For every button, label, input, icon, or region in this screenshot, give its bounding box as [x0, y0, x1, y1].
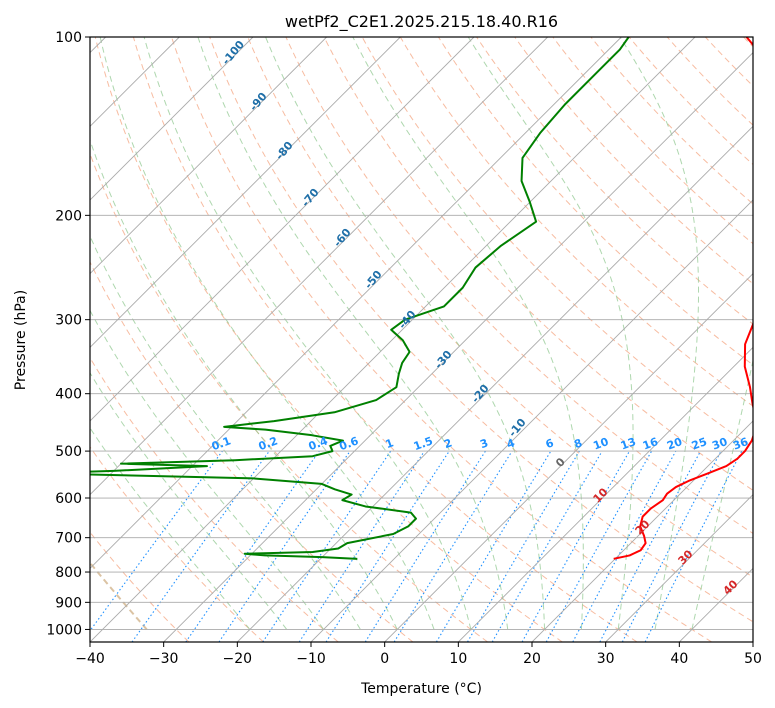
isotherm-line: [90, 37, 401, 348]
moist-adiabat: [197, 37, 509, 630]
x-axis-label: Temperature (°C): [360, 681, 482, 697]
x-tick-label: −40: [75, 651, 105, 667]
mixing-ratio-label: 0.6: [338, 434, 361, 453]
y-tick-label: 1000: [46, 622, 82, 638]
y-tick-label: 400: [55, 387, 82, 403]
mixing-ratio-label: 3: [478, 436, 490, 451]
mixing-ratio-label: 20: [665, 435, 684, 453]
dry-adiabat: [132, 37, 638, 642]
isotherm-line: [458, 346, 753, 642]
x-tick-label: 10: [449, 651, 467, 667]
y-tick-label: 100: [55, 30, 82, 46]
moist-adiabat: [352, 37, 584, 630]
moist-adiabat: [90, 309, 324, 630]
mixing-ratio-label: 1: [384, 436, 396, 451]
dry-adiabat: [323, 37, 753, 491]
dry-adiabat: [399, 37, 753, 407]
moist-adiabat: [90, 427, 251, 630]
mixing-ratio-label: 16: [641, 435, 660, 453]
x-tick-label: 40: [670, 651, 688, 667]
isotherm-line: [90, 37, 622, 569]
dry-adiabat: [476, 37, 753, 325]
mixing-ratio-line: [521, 450, 630, 642]
mixing-ratio-line: [435, 450, 552, 642]
dry-adiabat: [514, 37, 753, 285]
isotherm-line: [237, 125, 753, 642]
moist-adiabat: [619, 37, 700, 630]
mixing-ratio-label: 25: [690, 435, 709, 452]
mixing-ratio-line: [185, 450, 320, 642]
moist-adiabat: [143, 37, 472, 630]
mixing-ratio-label: 8: [572, 436, 584, 451]
mixing-ratio-line: [467, 450, 580, 642]
isotherm-line: [531, 420, 753, 642]
dry-adiabat: [209, 37, 753, 623]
mixing-ratio-label: 10: [591, 435, 610, 453]
moist-adiabat: [265, 37, 546, 630]
moist-adiabat: [90, 371, 288, 630]
isotherm-line: [90, 37, 475, 422]
x-tick-label: −20: [223, 651, 253, 667]
isotherm-line: [90, 37, 327, 275]
moist-adiabat: [467, 37, 634, 630]
x-tick-label: 20: [523, 651, 541, 667]
mixing-ratio-line: [325, 450, 450, 642]
profile-line-2: [90, 37, 630, 560]
y-tick-label: 600: [55, 491, 82, 507]
mixing-ratio-label: 4: [505, 436, 517, 451]
mixing-ratio-line: [572, 450, 677, 642]
grid-lines: [90, 37, 753, 642]
y-tick-label: 900: [55, 595, 82, 611]
y-tick-label: 200: [55, 208, 82, 224]
isotherm-line: [310, 199, 753, 642]
mixing-ratio-line: [90, 450, 223, 632]
moist-adiabat: [691, 358, 753, 630]
isotherm-line: [90, 37, 254, 201]
x-tick-label: 30: [597, 651, 615, 667]
profile-line-1: [613, 37, 753, 560]
moist-adiabat: [99, 37, 435, 630]
reference-curve: [90, 561, 148, 631]
mixing-ratio-line: [364, 450, 486, 642]
dry-adiabat: [90, 260, 414, 642]
mixing-ratio-label: 0.2: [257, 434, 280, 453]
isotherm-line: [605, 494, 753, 642]
y-tick-label: 800: [55, 565, 82, 581]
mixing-ratio-line: [393, 450, 513, 642]
y-tick-label: 700: [55, 531, 82, 547]
dry-adiabat: [90, 446, 264, 642]
mixing-ratio-label: 1.5: [412, 434, 435, 453]
label-layer: 0.1 0.2 0.4 0.6 1 1.5 2 3 4 6 8 10 13 16 20 25 30 36-100-…: [210, 38, 751, 598]
y-tick-label: 500: [55, 444, 82, 460]
moist-adiabat: [90, 234, 361, 630]
mixing-ratio-line: [218, 450, 351, 642]
mixing-ratio-label: 6: [544, 436, 556, 451]
moist-adiabat: [90, 138, 398, 630]
mixing-ratio-line: [131, 450, 270, 642]
x-tick-label: −30: [149, 651, 179, 667]
mixing-ratio-label: 0.4: [307, 434, 330, 453]
series-layer: [90, 37, 753, 560]
mixing-ratio-label: 0.1: [210, 434, 233, 453]
y-axis-label: Pressure (hPa): [13, 290, 29, 390]
y-tick-label: 300: [55, 313, 82, 329]
dry-adiabat: [247, 37, 753, 578]
dry-adiabat: [628, 37, 753, 166]
mixing-ratio-label: 36: [731, 435, 750, 453]
mixing-ratio-label: 2: [442, 436, 454, 451]
x-tick-label: 0: [380, 651, 389, 667]
mixing-ratio-line: [491, 450, 603, 642]
isotherm-line: [90, 37, 548, 496]
x-tick-label: −10: [296, 651, 326, 667]
chart-title: wetPf2_C2E1.2025.215.18.40.R16: [285, 12, 558, 32]
plot-frame: [89, 36, 754, 643]
isotherm-line: [384, 273, 753, 642]
axis-layer: −40 −30 −20 −10 0 10 20 30 40 50 1000 900 800 700 600 5…: [46, 30, 762, 667]
mixing-ratio-label: 30: [710, 435, 729, 453]
isotherm-line: [163, 52, 753, 642]
x-tick-label: 50: [744, 651, 762, 667]
isotherm-line: [90, 37, 696, 642]
mixing-ratio-label: 13: [619, 435, 638, 452]
